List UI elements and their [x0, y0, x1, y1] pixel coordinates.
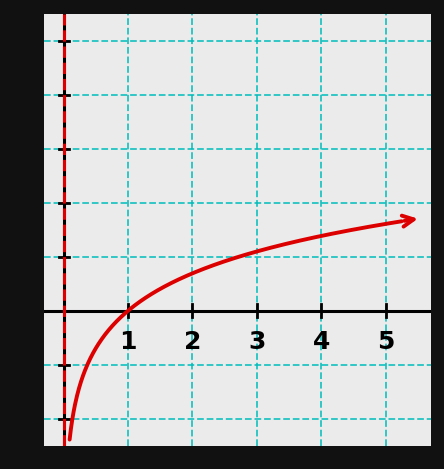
Text: 3: 3	[248, 330, 266, 354]
Text: 5: 5	[377, 330, 394, 354]
Text: 4: 4	[313, 330, 330, 354]
Text: 2: 2	[184, 330, 201, 354]
Text: 1: 1	[119, 330, 137, 354]
